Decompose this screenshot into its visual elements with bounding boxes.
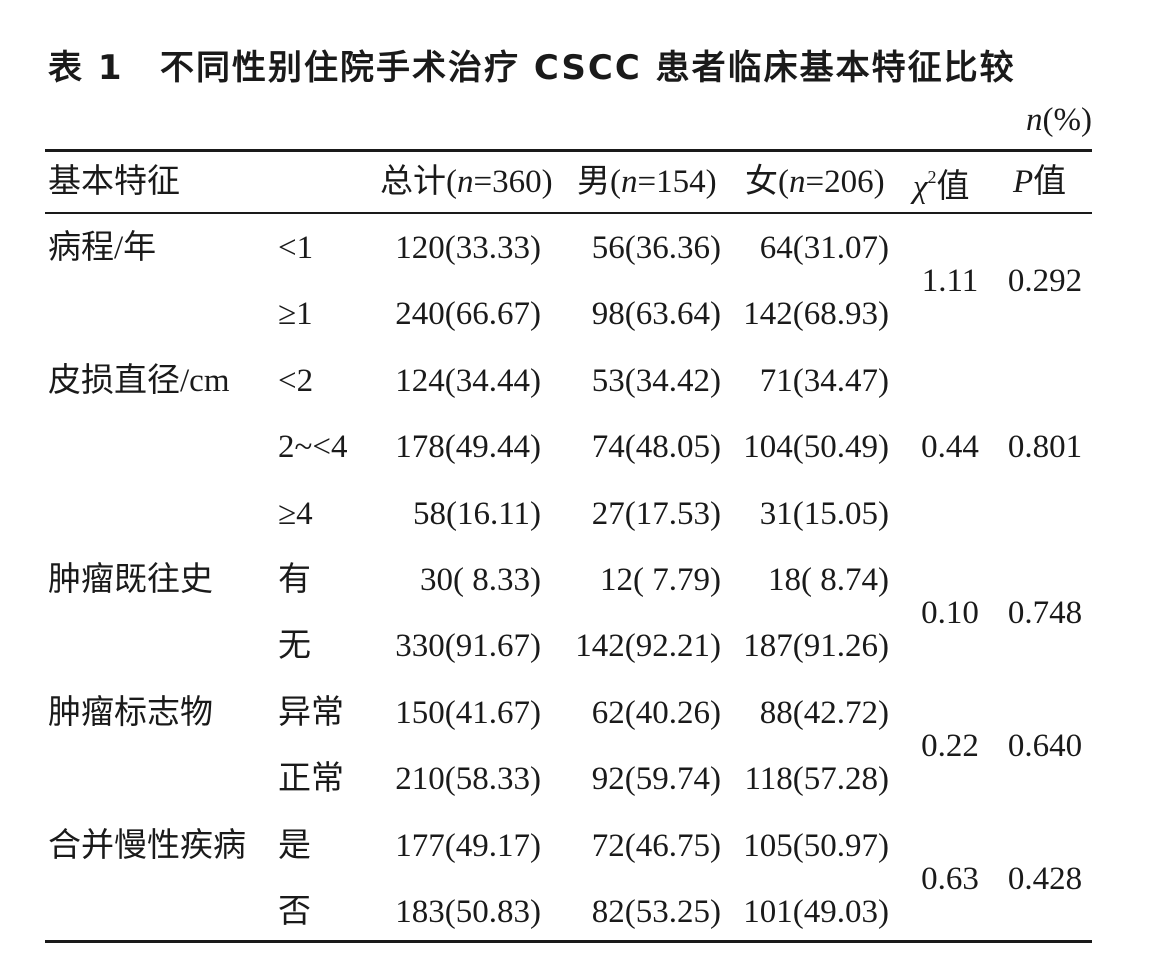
header-n: n [789,164,806,200]
level: ≥1 [278,296,313,333]
cell-male: 53(34.42) [591,362,721,399]
level: 异常 [278,694,344,731]
p-value: 0.748 [1007,595,1083,632]
cell-female: 88(42.72) [759,694,889,731]
header-n: n [621,164,638,200]
header-text: 女( [745,164,789,200]
cell-male: 82(53.25) [591,894,721,930]
cell-female: 118(57.28) [744,761,889,798]
level: 有 [278,562,311,598]
header-p: P [1013,164,1034,200]
cell-total: 330(91.67) [395,628,541,665]
caption-text: 不同性别住院手术治疗 CSCC 患者临床基本特征比较 [160,48,1016,88]
chi2: 1.11 [921,263,979,300]
cell-total: 124(34.44) [395,362,541,399]
cell-female: 105(50.97) [743,827,889,864]
header-cell: P值 [1013,162,1066,202]
header-cell: 基本特征 [48,162,180,202]
header-cell: 男(n=154) [577,162,717,202]
group-name: 肿瘤标志物 [48,694,213,731]
unit-n: n [1026,102,1043,138]
header-cell: 总计(n=360) [380,162,553,202]
header-text: 值 [1033,164,1067,200]
group-name: 合并慢性疾病 [48,827,246,864]
cell-total: 58(16.11) [412,495,541,532]
chi2: 0.63 [921,860,979,897]
header-cell: χ2值 [913,157,970,207]
header-text: 值 [936,169,970,205]
p-value: 0.428 [1007,860,1083,897]
chi2: 0.10 [921,595,979,632]
cell-male: 98(63.64) [591,296,721,333]
cell-male: 92(59.74) [591,761,721,798]
cell-total: 178(49.44) [395,429,541,466]
bottom-rule [45,940,1092,943]
group-name: 肿瘤既往史 [48,562,213,598]
header-text: 基本特征 [48,164,180,200]
cell-female: 142(68.93) [743,296,889,333]
header-sup: 2 [927,167,937,187]
level: <1 [278,230,314,266]
top-rule [45,149,1092,152]
header-n: n [457,164,474,200]
cell-female: 101(49.03) [743,894,889,930]
group-name: 病程/年 [48,230,157,266]
cell-male: 56(36.36) [591,230,721,266]
cell-female: 31(15.05) [759,495,889,532]
group-name: 皮损直径/cm [48,362,230,399]
level: 是 [278,827,311,864]
cell-total: 210(58.33) [395,761,541,798]
cell-female: 104(50.49) [743,429,889,466]
level: 否 [278,894,311,930]
cell-total: 150(41.67) [395,694,541,731]
cell-male: 27(17.53) [591,495,721,532]
caption-label: 表 1 [48,48,124,88]
header-text: =206) [805,164,885,200]
p-value: 0.801 [1007,429,1083,466]
cell-total: 177(49.17) [395,827,541,864]
cell-total: 30( 8.33) [420,562,541,598]
level: ≥4 [278,495,313,532]
cell-total: 183(50.83) [395,894,541,930]
cell-male: 142(92.21) [575,628,721,665]
chi2: 0.22 [921,728,979,764]
header-text: 总计( [380,164,457,200]
cell-male: 72(46.75) [591,827,721,864]
cell-male: 74(48.05) [591,429,721,466]
cell-female: 71(34.47) [759,362,889,399]
p-value: 0.292 [1007,263,1083,300]
cell-female: 64(31.07) [759,230,889,266]
header-text: 男( [577,164,621,200]
header-text: =154) [637,164,717,200]
header-rule [45,212,1092,214]
level: 2~<4 [278,429,348,466]
level: <2 [278,362,314,399]
p-value: 0.640 [1007,728,1083,764]
header-chi: χ [913,169,928,205]
cell-male: 12( 7.79) [600,562,721,598]
level: 正常 [278,761,344,798]
unit: n(%) [1026,100,1092,140]
cell-total: 120(33.33) [395,230,541,266]
cell-female: 18( 8.74) [768,562,889,598]
chi2: 0.44 [921,429,979,466]
cell-female: 187(91.26) [743,628,889,665]
level: 无 [278,628,311,665]
cell-male: 62(40.26) [591,694,721,731]
unit-pct: (%) [1042,102,1092,138]
header-text: =360) [473,164,553,200]
cell-total: 240(66.67) [395,296,541,333]
header-cell: 女(n=206) [745,162,885,202]
